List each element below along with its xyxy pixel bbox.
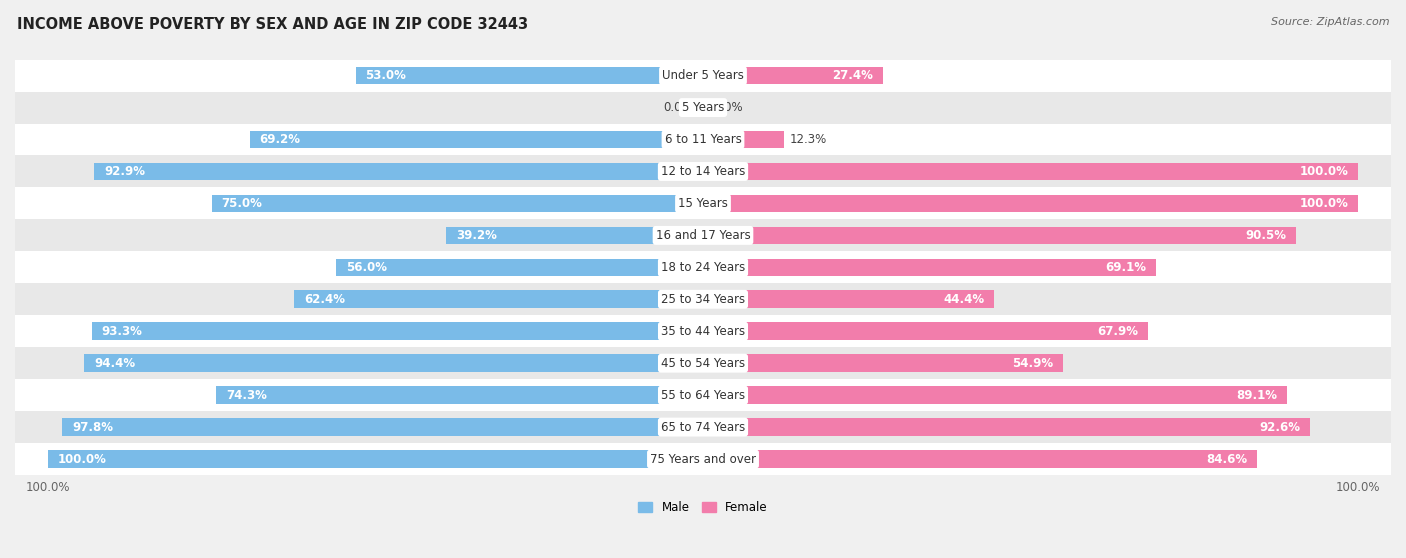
Text: 39.2%: 39.2% — [456, 229, 496, 242]
Text: INCOME ABOVE POVERTY BY SEX AND AGE IN ZIP CODE 32443: INCOME ABOVE POVERTY BY SEX AND AGE IN Z… — [17, 17, 529, 32]
Bar — [94, 163, 703, 180]
Text: 92.6%: 92.6% — [1258, 421, 1301, 434]
Bar — [15, 379, 1391, 411]
Text: 97.8%: 97.8% — [72, 421, 112, 434]
Bar — [703, 323, 1147, 340]
Text: 54.9%: 54.9% — [1012, 357, 1053, 370]
Bar — [250, 131, 703, 148]
Text: 16 and 17 Years: 16 and 17 Years — [655, 229, 751, 242]
Bar — [211, 195, 703, 212]
Bar — [15, 219, 1391, 251]
Bar — [15, 347, 1391, 379]
Bar — [15, 92, 1391, 123]
Text: 100.0%: 100.0% — [1299, 197, 1348, 210]
Text: 25 to 34 Years: 25 to 34 Years — [661, 293, 745, 306]
Text: 62.4%: 62.4% — [304, 293, 344, 306]
Text: 45 to 54 Years: 45 to 54 Years — [661, 357, 745, 370]
Bar — [15, 187, 1391, 219]
Text: 12.3%: 12.3% — [790, 133, 827, 146]
Bar — [217, 386, 703, 404]
Bar — [15, 411, 1391, 443]
Bar — [703, 195, 1358, 212]
Bar — [15, 156, 1391, 187]
Text: 0.0%: 0.0% — [713, 101, 742, 114]
Bar — [48, 450, 703, 468]
Bar — [91, 323, 703, 340]
Bar — [15, 315, 1391, 347]
Text: 75 Years and over: 75 Years and over — [650, 453, 756, 465]
Bar — [703, 354, 1063, 372]
Text: 5 Years: 5 Years — [682, 101, 724, 114]
Text: 100.0%: 100.0% — [1299, 165, 1348, 178]
Text: 67.9%: 67.9% — [1097, 325, 1137, 338]
Text: 0.0%: 0.0% — [664, 101, 693, 114]
Text: 18 to 24 Years: 18 to 24 Years — [661, 261, 745, 274]
Bar — [15, 251, 1391, 283]
Text: Under 5 Years: Under 5 Years — [662, 69, 744, 82]
Bar — [703, 163, 1358, 180]
Bar — [703, 258, 1156, 276]
Bar — [703, 131, 783, 148]
Bar — [294, 291, 703, 308]
Text: 69.2%: 69.2% — [259, 133, 301, 146]
Bar — [703, 386, 1286, 404]
Bar — [336, 258, 703, 276]
Bar — [15, 60, 1391, 92]
Text: 53.0%: 53.0% — [366, 69, 406, 82]
Text: 6 to 11 Years: 6 to 11 Years — [665, 133, 741, 146]
Text: 100.0%: 100.0% — [58, 453, 107, 465]
Text: 92.9%: 92.9% — [104, 165, 145, 178]
Text: 84.6%: 84.6% — [1206, 453, 1247, 465]
Legend: Male, Female: Male, Female — [634, 497, 772, 519]
Bar — [356, 67, 703, 84]
Text: 69.1%: 69.1% — [1105, 261, 1146, 274]
Text: 90.5%: 90.5% — [1246, 229, 1286, 242]
Text: 94.4%: 94.4% — [94, 357, 135, 370]
Text: 35 to 44 Years: 35 to 44 Years — [661, 325, 745, 338]
Text: Source: ZipAtlas.com: Source: ZipAtlas.com — [1271, 17, 1389, 27]
Text: 12 to 14 Years: 12 to 14 Years — [661, 165, 745, 178]
Text: 65 to 74 Years: 65 to 74 Years — [661, 421, 745, 434]
Bar — [15, 283, 1391, 315]
Text: 75.0%: 75.0% — [221, 197, 263, 210]
Bar — [446, 227, 703, 244]
Text: 56.0%: 56.0% — [346, 261, 387, 274]
Bar — [703, 227, 1296, 244]
Bar — [62, 418, 703, 436]
Bar — [15, 443, 1391, 475]
Text: 89.1%: 89.1% — [1236, 388, 1277, 402]
Text: 44.4%: 44.4% — [943, 293, 984, 306]
Bar — [703, 67, 883, 84]
Text: 74.3%: 74.3% — [226, 388, 267, 402]
Text: 15 Years: 15 Years — [678, 197, 728, 210]
Text: 27.4%: 27.4% — [832, 69, 873, 82]
Bar — [84, 354, 703, 372]
Bar — [703, 418, 1310, 436]
Bar — [703, 450, 1257, 468]
Text: 55 to 64 Years: 55 to 64 Years — [661, 388, 745, 402]
Bar — [703, 291, 994, 308]
Bar — [15, 123, 1391, 156]
Text: 93.3%: 93.3% — [101, 325, 142, 338]
